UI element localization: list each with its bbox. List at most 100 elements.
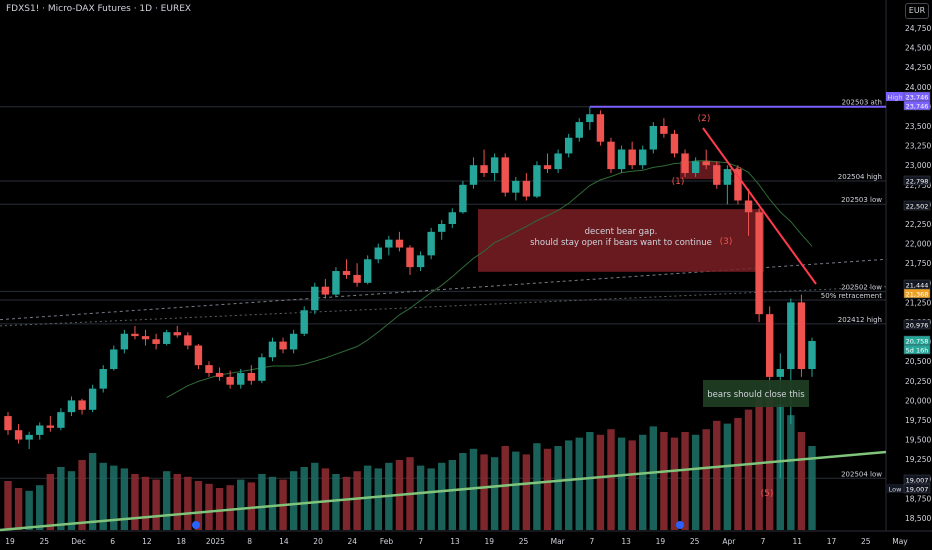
- level-label: 202504 high: [838, 173, 882, 181]
- volume-bar: [173, 474, 181, 530]
- price-tag-value: 23,746: [906, 103, 929, 111]
- candle-body: [586, 114, 594, 123]
- candle-body: [395, 239, 404, 248]
- y-tick-label: 20,250: [905, 377, 931, 386]
- price-tag-value: 23,746: [906, 94, 929, 102]
- candle-body: [321, 286, 330, 295]
- volume-bar: [141, 476, 150, 530]
- x-tick-label: 25: [861, 537, 871, 546]
- volume-bar: [808, 446, 816, 530]
- candle-body: [607, 141, 615, 170]
- volume-bar: [639, 434, 647, 530]
- x-tick-label: 18: [176, 537, 186, 546]
- volume-bar: [311, 462, 319, 530]
- candle-body: [110, 349, 118, 370]
- volume-bar: [4, 481, 12, 530]
- candle-body: [490, 157, 499, 174]
- x-tick-label: 13: [450, 537, 460, 546]
- level-label: 202502 low: [841, 283, 882, 291]
- volume-bar: [215, 488, 224, 530]
- level-label: 202412 high: [838, 316, 882, 324]
- x-tick-label: 19: [5, 537, 15, 546]
- volume-bar: [533, 443, 541, 530]
- event-marker-icon[interactable]: [676, 521, 684, 529]
- currency-button[interactable]: EUR: [905, 3, 929, 19]
- volume-bar: [110, 465, 118, 530]
- price-tag-bg: [903, 100, 931, 111]
- wave-label: (2): [698, 114, 711, 124]
- candle-body: [797, 302, 806, 370]
- volume-bar: [617, 437, 626, 530]
- price-tag-bg: [903, 319, 931, 330]
- volume-bar: [797, 432, 806, 530]
- volume-bar: [162, 471, 171, 530]
- candle-body: [427, 231, 435, 256]
- volume-bar: [152, 479, 160, 530]
- x-tick-label: 25: [39, 537, 49, 546]
- level-label: 202503 low: [841, 196, 882, 204]
- volume-bar: [787, 415, 795, 530]
- wave-label: (1): [672, 177, 685, 187]
- x-tick-label: Apr: [722, 537, 736, 546]
- volume-bar: [258, 474, 266, 530]
- candle-body: [131, 333, 139, 337]
- candle-body: [184, 335, 192, 346]
- price-tag-value: 20,758: [906, 338, 929, 346]
- x-tick-label: 25: [690, 537, 700, 546]
- y-tick-label: 22,250: [905, 220, 931, 229]
- candle-body: [237, 372, 245, 385]
- candle-body: [162, 332, 171, 344]
- volume-bar: [734, 418, 742, 530]
- price-tag-value: 21,444: [906, 282, 929, 290]
- candle-body: [258, 357, 266, 381]
- candle-body: [776, 369, 784, 377]
- price-tag-bg: [903, 175, 931, 186]
- candle-body: [57, 412, 65, 428]
- y-tick-label: 19,500: [905, 436, 931, 445]
- x-tick-label: 24: [348, 537, 358, 546]
- candle-body: [215, 372, 224, 377]
- candle-body: [723, 169, 732, 185]
- candle-body: [300, 310, 308, 334]
- trend-dashed-line: [0, 286, 887, 327]
- y-tick-label: 21,250: [905, 298, 931, 307]
- candle-body: [787, 302, 795, 370]
- candle-body: [438, 224, 446, 232]
- candle-body: [374, 247, 382, 260]
- volume-bar: [194, 481, 203, 530]
- volume-bar: [36, 485, 44, 530]
- price-tag-label: High: [888, 94, 903, 102]
- volume-bar: [512, 451, 520, 530]
- candle-body: [660, 126, 668, 134]
- candle-body: [617, 149, 626, 170]
- candle-body: [448, 212, 457, 224]
- volume-bar: [416, 465, 425, 530]
- candle-body: [702, 161, 710, 166]
- level-label: 202503 ath: [842, 99, 882, 107]
- wave-label: (4): [730, 167, 743, 177]
- volume-bar: [490, 457, 499, 530]
- candle-body: [649, 126, 658, 150]
- x-tick-label: 14: [279, 537, 289, 546]
- candle-body: [332, 271, 340, 295]
- wave-box: [680, 161, 720, 180]
- candle-body: [120, 333, 129, 350]
- price-tag-label-bg: [886, 92, 904, 101]
- y-tick-label: 24,750: [905, 24, 931, 33]
- price-tag-bg: [903, 200, 931, 211]
- volume-bar: [660, 432, 668, 530]
- candle-body: [522, 180, 531, 197]
- volume-bar: [723, 423, 732, 530]
- x-tick-label: May: [892, 537, 908, 546]
- candle-body: [469, 165, 478, 185]
- volume-bar: [744, 409, 753, 530]
- volume-bar: [691, 434, 700, 530]
- volume-bar: [99, 462, 107, 530]
- price-tag-value: 21,368: [906, 291, 929, 299]
- x-tick-label: Dec: [71, 537, 86, 546]
- price-tag-value: 22,502: [906, 203, 929, 211]
- candle-body: [342, 271, 351, 275]
- price-tag-bg: [903, 483, 931, 494]
- event-marker-icon[interactable]: [192, 521, 200, 529]
